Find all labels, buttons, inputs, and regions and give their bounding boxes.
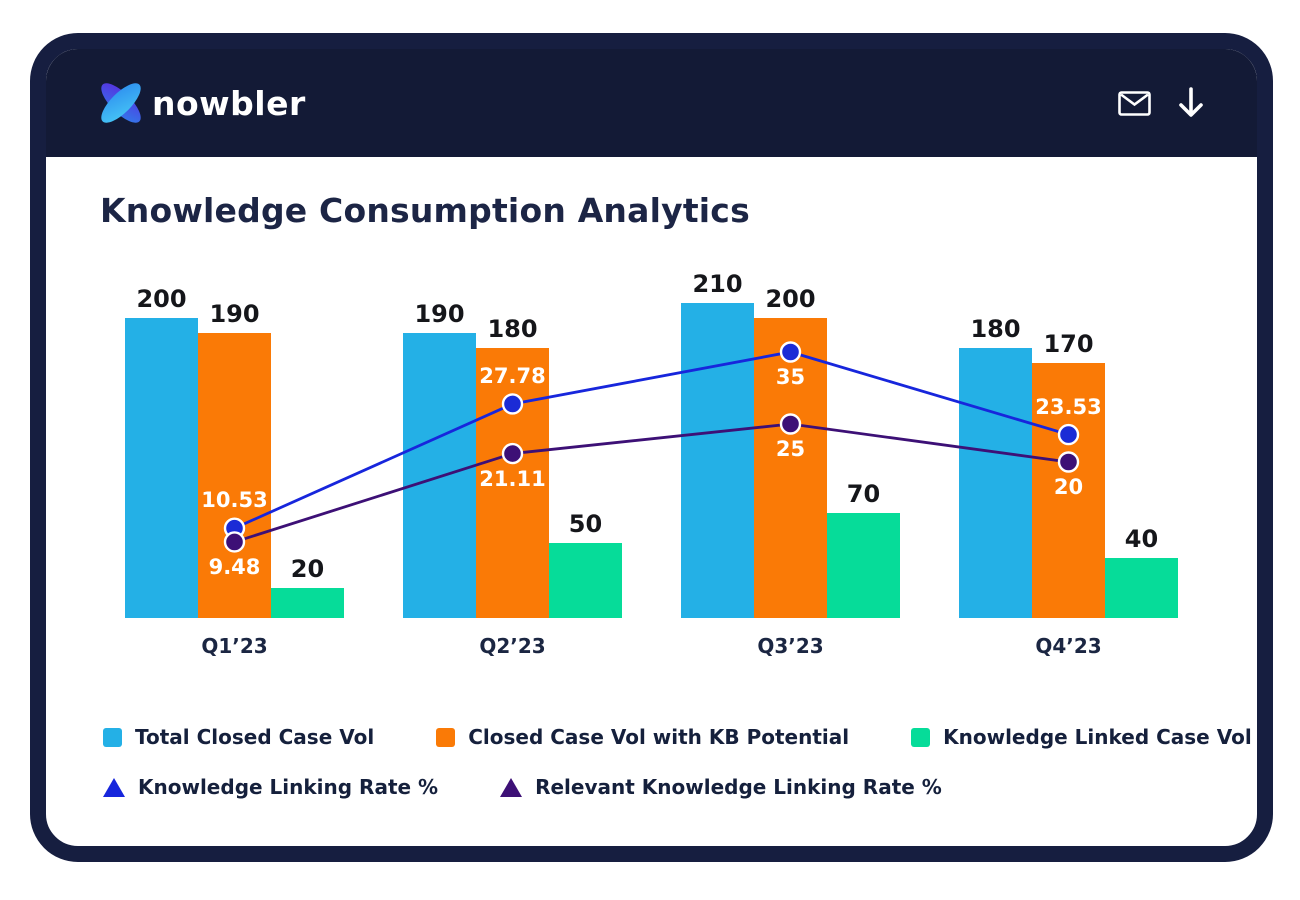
line-relevant-knowledge-linking-rate: [234, 422, 1069, 544]
x-axis-label: Q3’23: [757, 634, 824, 658]
bar-knowledge-linked-case-vol: [1105, 558, 1178, 618]
line-value-label: 35: [775, 365, 806, 389]
header-actions: [1118, 87, 1205, 119]
app-window-frame: nowbler Knowledge Consumption Analytics …: [30, 33, 1273, 862]
bar-value-label: 180: [970, 315, 1021, 343]
download-icon[interactable]: [1177, 87, 1205, 119]
legend-item-total-closed-case-vol[interactable]: Total Closed Case Vol: [103, 725, 374, 749]
legend-triangle: [500, 777, 523, 797]
bar-total-closed-case-vol: [681, 303, 754, 618]
bar-value-label: 170: [1043, 330, 1094, 358]
legend-label: Total Closed Case Vol: [135, 725, 375, 749]
line-knowledge-linking-rate: [233, 350, 1069, 530]
bar-total-closed-case-vol: [959, 348, 1032, 618]
knowbler-logo-icon: [101, 83, 141, 123]
legend-label: Closed Case Vol with KB Potential: [468, 725, 850, 749]
bar-knowledge-linked-case-vol: [549, 543, 622, 618]
line-value-label: 27.78: [479, 363, 546, 388]
legend-label: Knowledge Linking Rate %: [138, 775, 439, 799]
line-value-label: 25: [775, 437, 806, 461]
legend-item-knowledge-linking-rate[interactable]: Knowledge Linking Rate %: [103, 775, 438, 799]
legend-triangle: [103, 777, 125, 797]
legend-row-bars: Total Closed Case Vol Closed Case Vol wit…: [103, 725, 1257, 749]
bar-value-label: 210: [692, 270, 743, 298]
bar-value-label: 190: [414, 300, 465, 328]
legend-swatch: [436, 727, 456, 747]
x-axis-label: Q1’23: [201, 634, 268, 658]
bar-total-closed-case-vol: [403, 333, 476, 618]
bar-value-label: 190: [209, 300, 260, 328]
legend-swatch: [911, 727, 931, 747]
line-value-label: 20: [1053, 475, 1084, 499]
bar-closed-case-vol-with-kb-potential: [754, 318, 827, 618]
line-value-label: 23.53: [1035, 394, 1102, 419]
bar-value-label: 20: [290, 555, 325, 583]
bar-knowledge-linked-case-vol: [827, 513, 900, 618]
line-value-label: 21.11: [479, 466, 546, 491]
bar-value-label: 70: [846, 480, 881, 508]
legend-label: Relevant Knowledge Linking Rate %: [535, 775, 942, 799]
bar-value-label: 50: [568, 510, 603, 538]
legend-item-relevant-knowledge-linking-rate[interactable]: Relevant Knowledge Linking Rate %: [500, 775, 942, 799]
line-value-label: 10.53: [201, 488, 268, 513]
line-value-label: 9.48: [208, 554, 261, 579]
legend-swatch: [103, 727, 122, 747]
bar-value-label: 200: [136, 285, 187, 313]
logo-wordmark: nowbler: [152, 83, 306, 123]
x-axis-label: Q4’23: [1035, 634, 1102, 658]
bar-knowledge-linked-case-vol: [271, 588, 344, 618]
app-header: nowbler: [46, 49, 1257, 157]
bar-value-label: 40: [1124, 525, 1159, 553]
report-content: Knowledge Consumption Analytics 200 190 21…: [46, 157, 1257, 799]
knowbler-logo: nowbler: [94, 75, 306, 131]
legend-row-lines: Knowledge Linking Rate % Relevant Knowled…: [103, 775, 1257, 799]
legend-item-closed-case-vol-with-kb-potential[interactable]: Closed Case Vol with KB Potential: [436, 725, 849, 749]
bar-value-label: 200: [765, 285, 816, 313]
x-axis-label: Q2’23: [479, 634, 546, 658]
legend-label: Knowledge Linked Case Vol: [943, 725, 1252, 749]
mail-icon[interactable]: [1118, 90, 1151, 116]
legend-item-knowledge-linked-case-vol[interactable]: Knowledge Linked Case Vol: [911, 725, 1252, 749]
page-title: Knowledge Consumption Analytics: [100, 191, 750, 230]
knowledge-consumption-chart: 200 190 210 180 190 180 200 170 20 50 70 40 Q1’23 Q2’…: [125, 266, 1185, 666]
bar-total-closed-case-vol: [125, 318, 198, 618]
bar-value-label: 180: [487, 315, 538, 343]
